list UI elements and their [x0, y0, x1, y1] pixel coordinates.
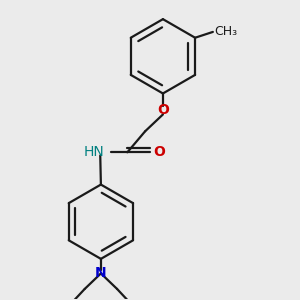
Text: O: O — [157, 103, 169, 117]
Text: O: O — [153, 145, 165, 159]
Text: HN: HN — [83, 145, 104, 159]
Text: CH₃: CH₃ — [214, 26, 237, 38]
Text: N: N — [95, 266, 107, 280]
